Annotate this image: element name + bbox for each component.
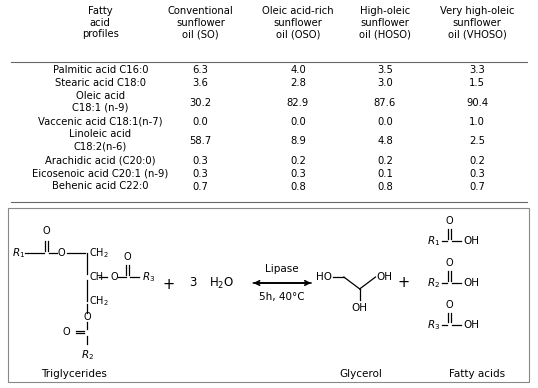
Text: $R_2$: $R_2$ <box>81 348 94 362</box>
Text: 90.4: 90.4 <box>466 97 489 107</box>
Text: 0.2: 0.2 <box>469 156 485 166</box>
Text: O: O <box>445 216 453 226</box>
Text: 1.0: 1.0 <box>469 117 485 127</box>
Text: 0.0: 0.0 <box>290 117 306 127</box>
Text: Glycerol: Glycerol <box>340 369 383 379</box>
Text: Very high-oleic
sunflower
oil (VHOSO): Very high-oleic sunflower oil (VHOSO) <box>440 6 514 39</box>
Text: 3: 3 <box>189 277 196 289</box>
Text: 0.2: 0.2 <box>377 156 393 166</box>
Text: O: O <box>111 272 118 282</box>
Text: Behenic acid C22:0: Behenic acid C22:0 <box>52 181 148 191</box>
Text: Triglycerides: Triglycerides <box>41 369 107 379</box>
Text: 0.3: 0.3 <box>193 156 208 166</box>
Text: O: O <box>445 258 453 268</box>
Text: Fatty
acid
profiles: Fatty acid profiles <box>82 6 119 39</box>
Text: Eicosenoic acid C20:1 (n-9): Eicosenoic acid C20:1 (n-9) <box>32 168 168 178</box>
Text: +: + <box>398 275 409 291</box>
Text: 87.6: 87.6 <box>374 97 396 107</box>
Text: CH$_2$: CH$_2$ <box>89 294 109 308</box>
Text: Fatty acids: Fatty acids <box>449 369 505 379</box>
Text: O: O <box>445 300 453 310</box>
Text: 1.5: 1.5 <box>469 78 485 88</box>
Text: O: O <box>43 226 51 236</box>
Text: OH: OH <box>463 278 479 288</box>
Text: 0.3: 0.3 <box>469 169 485 178</box>
Text: O: O <box>62 327 70 337</box>
Text: O: O <box>58 248 65 258</box>
Text: Conventional
sunflower
oil (SO): Conventional sunflower oil (SO) <box>167 6 233 39</box>
Text: 3.3: 3.3 <box>469 65 485 75</box>
Text: 30.2: 30.2 <box>189 97 211 107</box>
Text: 0.3: 0.3 <box>193 169 208 178</box>
Text: Vaccenic acid C18:1(n-7): Vaccenic acid C18:1(n-7) <box>38 116 162 126</box>
Text: CH$_2$: CH$_2$ <box>89 246 109 260</box>
Text: 3.6: 3.6 <box>193 78 208 88</box>
Text: 8.9: 8.9 <box>290 136 306 146</box>
Text: 3.0: 3.0 <box>377 78 393 88</box>
Text: HO: HO <box>316 272 332 282</box>
Text: CH: CH <box>89 272 103 282</box>
Text: 0.0: 0.0 <box>377 117 393 127</box>
Text: 4.0: 4.0 <box>290 65 306 75</box>
Text: 2.5: 2.5 <box>469 136 485 146</box>
Text: 0.8: 0.8 <box>377 182 393 192</box>
Text: 4.8: 4.8 <box>377 136 393 146</box>
Text: OH: OH <box>463 320 479 330</box>
Text: Palmitic acid C16:0: Palmitic acid C16:0 <box>53 65 148 75</box>
Text: 0.3: 0.3 <box>290 169 306 178</box>
Text: $R_2$: $R_2$ <box>427 276 440 290</box>
Text: O: O <box>124 252 131 262</box>
Text: +: + <box>163 277 175 293</box>
Text: $R_1$: $R_1$ <box>12 246 25 260</box>
Text: 82.9: 82.9 <box>287 97 309 107</box>
Text: $R_3$: $R_3$ <box>142 270 155 284</box>
Text: 0.1: 0.1 <box>377 169 393 178</box>
Text: Lipase: Lipase <box>265 264 299 274</box>
Text: OH: OH <box>463 236 479 246</box>
Text: Stearic acid C18:0: Stearic acid C18:0 <box>55 78 146 88</box>
Text: OH: OH <box>377 272 393 282</box>
Text: 0.7: 0.7 <box>469 182 485 192</box>
Text: $R_3$: $R_3$ <box>427 318 441 331</box>
Text: 0.7: 0.7 <box>193 182 208 192</box>
Text: 58.7: 58.7 <box>189 136 211 146</box>
Text: High-oleic
sunflower
oil (HOSO): High-oleic sunflower oil (HOSO) <box>359 6 411 39</box>
Text: OH: OH <box>352 303 367 313</box>
Text: Arachidic acid (C20:0): Arachidic acid (C20:0) <box>45 155 155 165</box>
Text: 0.2: 0.2 <box>290 156 306 166</box>
Text: $R_1$: $R_1$ <box>427 234 441 248</box>
Text: 6.3: 6.3 <box>193 65 208 75</box>
Text: Oleic acid
C18:1 (n-9): Oleic acid C18:1 (n-9) <box>72 91 129 112</box>
Text: 3.5: 3.5 <box>377 65 393 75</box>
Text: Linoleic acid
C18:2(n-6): Linoleic acid C18:2(n-6) <box>69 130 131 151</box>
Text: O: O <box>83 312 91 322</box>
Text: H$_2$O: H$_2$O <box>209 275 234 291</box>
Text: Oleic acid-rich
sunflower
oil (OSO): Oleic acid-rich sunflower oil (OSO) <box>262 6 334 39</box>
Text: 0.0: 0.0 <box>193 117 208 127</box>
Text: 0.8: 0.8 <box>290 182 306 192</box>
Text: 2.8: 2.8 <box>290 78 306 88</box>
Text: 5h, 40°C: 5h, 40°C <box>259 292 305 302</box>
